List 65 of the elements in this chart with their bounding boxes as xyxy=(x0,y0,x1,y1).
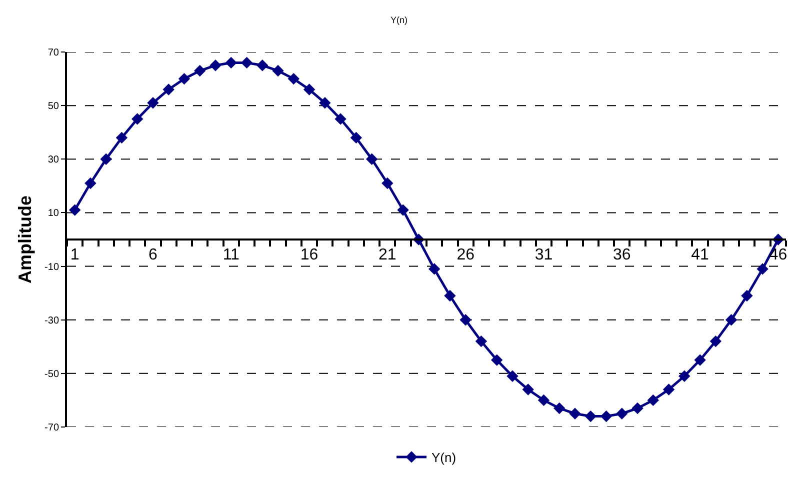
y-tick-label: 30 xyxy=(48,154,60,166)
y-tick-label: 70 xyxy=(48,48,60,58)
x-tick-label: 41 xyxy=(691,246,710,264)
point xyxy=(288,72,300,85)
y-tick-label: 50 xyxy=(48,101,60,112)
x-tick-label: 46 xyxy=(769,246,788,264)
y-tick-label: 10 xyxy=(48,208,60,220)
point xyxy=(475,335,488,348)
point xyxy=(100,153,112,165)
point xyxy=(694,354,706,366)
x-tick-label: 6 xyxy=(148,246,158,264)
x-tick-label: 21 xyxy=(378,246,396,264)
y-tick-label: -10 xyxy=(44,262,60,273)
point xyxy=(569,408,581,420)
x-tick-label: 31 xyxy=(534,246,553,264)
point xyxy=(147,97,159,109)
x-tick-label: 1 xyxy=(70,246,80,264)
point xyxy=(256,60,268,72)
point xyxy=(162,84,174,96)
point xyxy=(741,290,753,302)
point xyxy=(600,410,612,422)
point xyxy=(522,384,534,396)
legend-label: Y(n) xyxy=(432,450,456,466)
point xyxy=(662,384,675,396)
point xyxy=(366,153,378,165)
point xyxy=(725,314,738,326)
point xyxy=(616,408,628,420)
point xyxy=(84,177,96,190)
point xyxy=(584,410,596,422)
y-tick-label: -70 xyxy=(44,422,60,434)
point xyxy=(538,394,550,406)
point xyxy=(490,354,503,366)
point xyxy=(460,314,472,326)
point xyxy=(506,370,518,382)
point xyxy=(225,56,237,69)
point xyxy=(210,60,222,72)
point xyxy=(194,64,206,77)
point xyxy=(382,177,394,190)
point xyxy=(131,113,144,125)
point xyxy=(710,335,722,348)
point xyxy=(303,84,316,96)
y-tick-label: -30 xyxy=(44,315,60,326)
point xyxy=(444,290,456,302)
point xyxy=(678,370,690,382)
point xyxy=(178,72,190,85)
point xyxy=(350,132,362,144)
x-tick-label: 36 xyxy=(612,246,631,264)
point xyxy=(632,402,644,414)
x-tick-label: 26 xyxy=(456,246,475,264)
point xyxy=(397,204,409,216)
chart-title: Y(n) xyxy=(390,15,408,26)
point xyxy=(68,204,81,216)
point xyxy=(428,263,440,275)
point xyxy=(272,64,284,77)
x-tick-label: 16 xyxy=(300,246,318,264)
x-tick-label: 11 xyxy=(222,246,240,264)
point xyxy=(116,132,128,144)
point xyxy=(240,56,253,69)
point xyxy=(647,394,659,406)
point xyxy=(554,402,566,414)
point xyxy=(756,263,768,275)
point xyxy=(334,113,346,125)
point xyxy=(319,97,331,109)
y-tick-label: -50 xyxy=(44,368,60,380)
y-axis-title: Amplitude xyxy=(15,196,36,284)
